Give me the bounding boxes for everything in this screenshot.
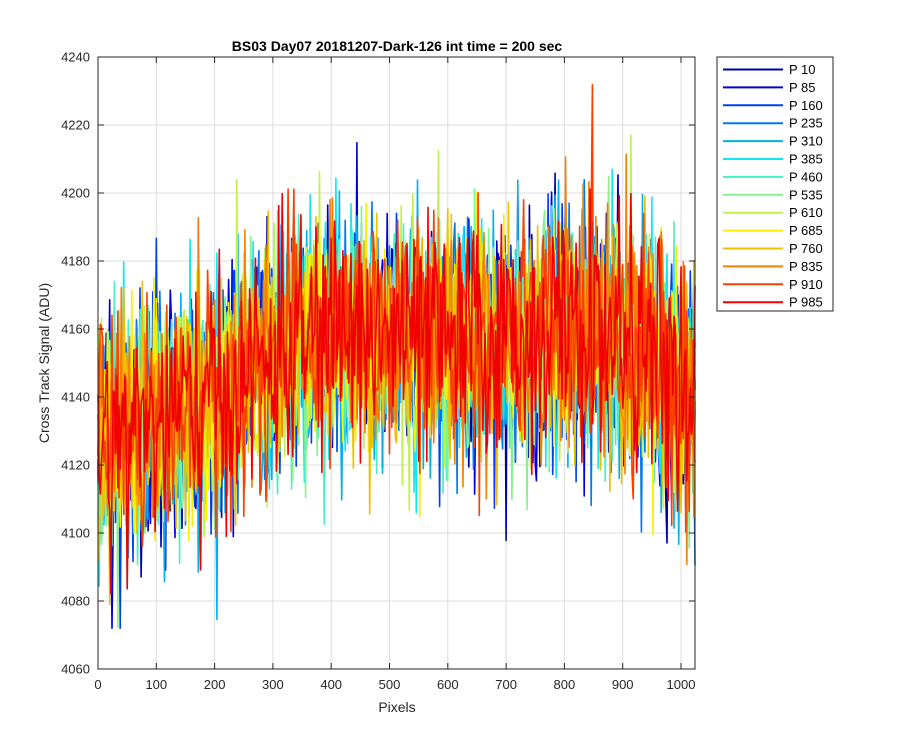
legend-label: P 610 xyxy=(789,205,823,220)
y-tick-label: 4060 xyxy=(61,662,90,677)
x-tick-label: 200 xyxy=(204,677,226,692)
legend-label: P 385 xyxy=(789,152,823,167)
x-tick-label: 300 xyxy=(262,677,284,692)
legend-label: P 85 xyxy=(789,80,816,95)
x-tick-label: 400 xyxy=(320,677,342,692)
x-axis-label: Pixels xyxy=(378,699,415,715)
x-tick-label: 700 xyxy=(495,677,517,692)
x-tick-label: 500 xyxy=(379,677,401,692)
legend-label: P 985 xyxy=(789,295,823,310)
y-tick-label: 4160 xyxy=(61,322,90,337)
x-tick-label: 800 xyxy=(554,677,576,692)
y-tick-label: 4080 xyxy=(61,594,90,609)
legend-label: P 760 xyxy=(789,241,823,256)
x-tick-label: 0 xyxy=(94,677,101,692)
y-axis-ticks: 4060 4080 4100 4120 4140 4160 4180 4200 4220 4240 xyxy=(61,50,695,677)
legend-label: P 460 xyxy=(789,169,823,184)
y-tick-label: 4100 xyxy=(61,526,90,541)
series-line-p835 xyxy=(97,153,696,566)
legend-label: P 835 xyxy=(789,259,823,274)
plot-area: 0 100 200 300 400 500 600 700 800 900 1000 4060 408… xyxy=(61,50,696,692)
series-line-p985 xyxy=(97,188,696,595)
y-tick-label: 4120 xyxy=(61,458,90,473)
legend: P 10 P 85 P 160 P 235 P 310 P 385 P 460 P 535 P … xyxy=(716,56,834,312)
series-lines xyxy=(97,83,696,629)
chart-title: BS03 Day07 20181207-Dark-126 int time = … xyxy=(232,38,563,54)
legend-label: P 10 xyxy=(789,62,816,77)
x-tick-label: 900 xyxy=(612,677,634,692)
y-axis-label: Cross Track Signal (ADU) xyxy=(36,283,52,443)
legend-label: P 160 xyxy=(789,98,823,113)
y-tick-label: 4180 xyxy=(61,254,90,269)
x-tick-label: 1000 xyxy=(667,677,696,692)
x-axis-ticks: 0 100 200 300 400 500 600 700 800 900 1000 xyxy=(94,57,695,692)
legend-label: P 310 xyxy=(789,134,823,149)
legend-label: P 685 xyxy=(789,223,823,238)
x-tick-label: 100 xyxy=(145,677,167,692)
y-tick-label: 4220 xyxy=(61,118,90,133)
y-tick-label: 4200 xyxy=(61,186,90,201)
legend-label: P 535 xyxy=(789,187,823,202)
y-tick-label: 4140 xyxy=(61,390,90,405)
y-tick-label: 4240 xyxy=(61,50,90,65)
x-tick-label: 600 xyxy=(437,677,459,692)
legend-label: P 910 xyxy=(789,277,823,292)
legend-label: P 235 xyxy=(789,116,823,131)
